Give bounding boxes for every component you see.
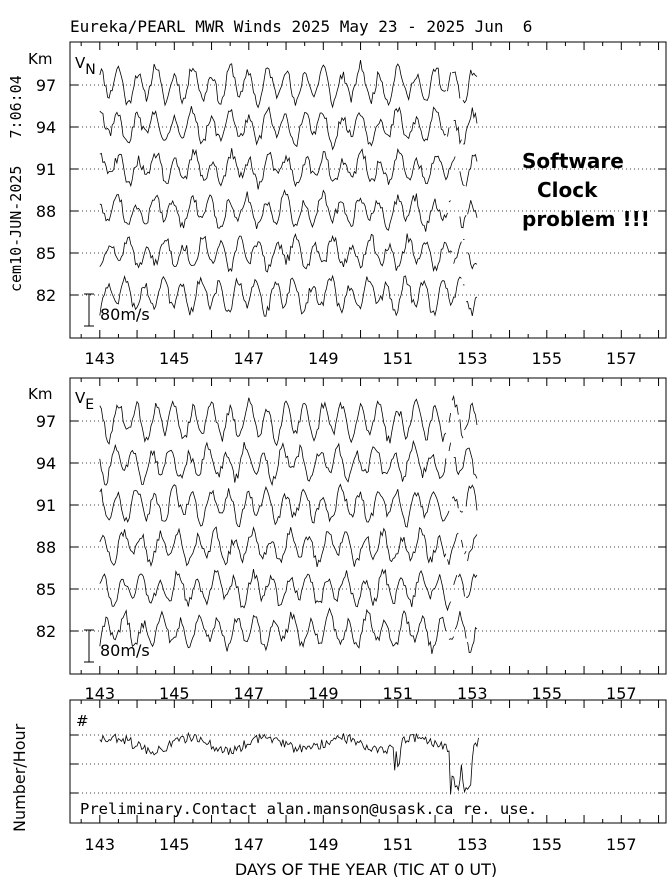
- wind-series-82km: [99, 274, 478, 317]
- altitude-label: 91: [36, 496, 56, 515]
- panel-ve-scale-bar: 80m/s: [84, 629, 150, 663]
- x-tick-label: 149: [308, 835, 339, 854]
- panel-count-frame: [69, 699, 667, 824]
- panel-vn: Km VN 97 94 91 88 85 82 80m/s 143 145 147 149 151…: [28, 41, 667, 368]
- x-tick-label: 155: [532, 835, 563, 854]
- altitude-label: 82: [36, 622, 56, 641]
- wind-series-97km: [99, 394, 478, 447]
- wind-series-85km: [99, 568, 478, 612]
- panel-vn-gridlines: [70, 84, 666, 296]
- altitude-label: 82: [36, 286, 56, 305]
- wind-series-94km: [99, 439, 478, 487]
- panel-ve-x-tick-labels: 143 145 147 149 151 153 155 157: [85, 684, 637, 703]
- wind-series-91km: [99, 483, 478, 528]
- x-tick-label: 149: [308, 684, 339, 703]
- panel-vn-component-label: VN: [75, 54, 96, 78]
- altitude-label: 91: [36, 160, 56, 179]
- figure-title: Eureka/PEARL MWR Winds 2025 May 23 - 202…: [70, 17, 532, 36]
- x-tick-label: 147: [234, 684, 265, 703]
- wind-series-82km: [99, 607, 478, 654]
- x-tick-label: 145: [159, 349, 190, 368]
- panel-count-gridlines: [70, 734, 666, 794]
- altitude-label: 97: [36, 76, 56, 95]
- x-tick-label: 151: [383, 349, 414, 368]
- panel-ve-gridlines: [70, 420, 666, 632]
- x-tick-label: 157: [606, 684, 637, 703]
- panel-count-marker: #: [76, 712, 89, 730]
- x-tick-label: 151: [383, 835, 414, 854]
- panel-count-x-tick-labels: 143 145 147 149 151 153 155 157: [85, 835, 637, 854]
- software-clock-warning: Software Clock problem !!!: [522, 149, 650, 231]
- panel-ve-series: [99, 394, 478, 654]
- side-date-label: cem10-JUN-2025 7:06:04: [7, 75, 25, 292]
- panel-ve-unit-label: Km: [28, 385, 52, 403]
- x-tick-label: 145: [159, 684, 190, 703]
- altitude-label: 94: [36, 454, 56, 473]
- panel-vn-scale-label: 80m/s: [100, 305, 150, 324]
- x-tick-label: 153: [457, 349, 488, 368]
- wind-series-94km: [99, 106, 478, 151]
- altitude-label: 88: [36, 538, 56, 557]
- wind-series-88km: [99, 526, 478, 568]
- wind-series-91km: [99, 148, 478, 190]
- x-tick-label: 143: [85, 835, 116, 854]
- x-tick-label: 147: [234, 349, 265, 368]
- panel-ve-component-label: VE: [75, 389, 94, 413]
- altitude-label: 97: [36, 412, 56, 431]
- x-tick-label: 155: [532, 684, 563, 703]
- footer-note: Preliminary.Contact alan.manson@usask.ca…: [80, 800, 537, 818]
- altitude-label: 94: [36, 118, 56, 137]
- panel-ve: Km VE 97 94 91 88 85 82 80m/s 143 145 147 149 151…: [28, 377, 667, 703]
- x-tick-label: 149: [308, 349, 339, 368]
- panel-ve-altitude-labels: 97 94 91 88 85 82: [36, 412, 56, 641]
- x-tick-label: 143: [85, 349, 116, 368]
- panel-vn-altitude-labels: 97 94 91 88 85 82: [36, 76, 56, 305]
- panel-count-ylabel: Number/Hour: [10, 723, 29, 832]
- wind-series-97km: [99, 60, 478, 109]
- panel-ve-scale-label: 80m/s: [100, 641, 150, 660]
- wind-series-85km: [99, 233, 478, 273]
- panel-count: # Number/Hour Preliminary.Contact alan.m…: [10, 699, 667, 854]
- panel-vn-unit-label: Km: [28, 50, 52, 68]
- panel-count-ticks: [70, 700, 666, 823]
- panel-vn-x-tick-labels: 143 145 147 149 151 153 155 157: [85, 349, 637, 368]
- altitude-label: 85: [36, 580, 56, 599]
- wind-series-88km: [99, 189, 478, 232]
- x-tick-label: 153: [457, 835, 488, 854]
- x-tick-label: 157: [606, 349, 637, 368]
- x-tick-label: 143: [85, 684, 116, 703]
- panel-count-series: [99, 731, 479, 795]
- panel-vn-ticks: [70, 42, 666, 338]
- warning-line-2: Clock: [537, 178, 598, 202]
- x-tick-label: 151: [383, 684, 414, 703]
- panel-vn-scale-bar: 80m/s: [84, 293, 150, 327]
- altitude-label: 85: [36, 244, 56, 263]
- panel-vn-series: [99, 60, 478, 317]
- altitude-label: 88: [36, 202, 56, 221]
- x-axis-label: DAYS OF THE YEAR (TIC AT 0 UT): [235, 860, 497, 877]
- x-tick-label: 147: [234, 835, 265, 854]
- panel-vn-frame: [69, 41, 667, 339]
- panel-ve-ticks: [70, 378, 666, 674]
- x-tick-label: 145: [159, 835, 190, 854]
- panel-ve-frame: [69, 377, 667, 675]
- warning-line-1: Software: [522, 149, 624, 173]
- x-tick-label: 153: [457, 684, 488, 703]
- warning-line-3: problem !!!: [522, 207, 650, 231]
- x-tick-label: 157: [606, 835, 637, 854]
- x-tick-label: 155: [532, 349, 563, 368]
- count-series: [99, 731, 479, 795]
